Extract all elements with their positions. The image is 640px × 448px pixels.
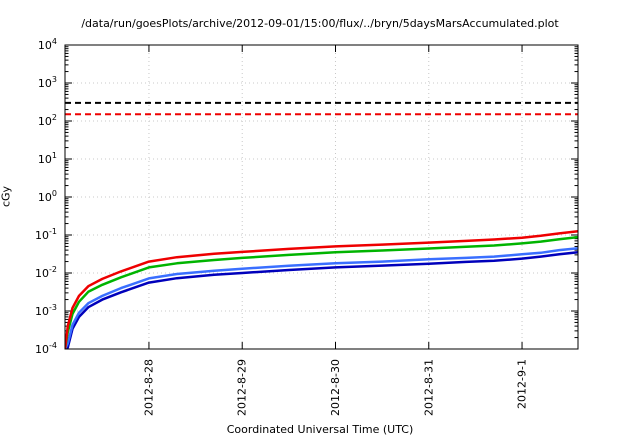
y-tick-label: 10-4 [35,341,57,356]
series-line-accumulated-dose-red [65,230,578,349]
x-axis-label: Coordinated Universal Time (UTC) [226,423,414,436]
series-line-accumulated-dose-darkblue [65,251,578,349]
y-tick-label: 103 [38,75,57,90]
y-tick-label: 100 [38,189,57,204]
y-tick-label: 10-3 [35,303,57,318]
y-tick-label: 10-2 [35,265,57,280]
y-tick-label: 101 [38,151,57,166]
series-line-accumulated-dose-lightblue [65,246,578,349]
y-tick-label: 102 [38,113,57,128]
x-tick-label: 2012-8-31 [422,359,435,416]
x-tick-label: 2012-8-30 [329,359,342,416]
x-tick-label: 2012-8-28 [142,359,155,416]
plot-border [64,44,579,350]
x-tick-label: 2012-9-1 [516,359,529,409]
y-tick-label: 104 [38,37,57,52]
chart-title: /data/run/goesPlots/archive/2012-09-01/1… [81,17,559,30]
series-line-accumulated-dose-green [65,235,578,349]
y-tick-label: 10-1 [35,227,57,242]
x-tick-label: 2012-8-29 [236,359,249,416]
